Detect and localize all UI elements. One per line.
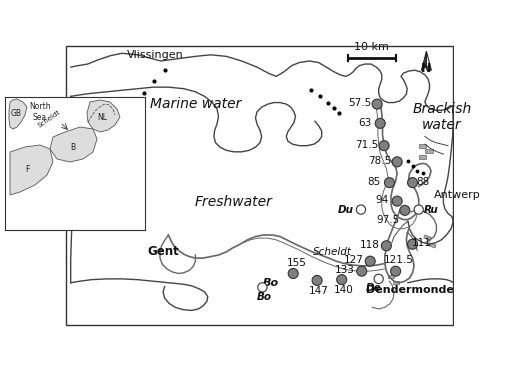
Bar	[418, 155, 426, 159]
Circle shape	[288, 269, 297, 279]
Text: Bo: Bo	[256, 292, 271, 302]
Circle shape	[356, 266, 366, 276]
Bar	[387, 275, 393, 278]
Text: GB: GB	[11, 109, 21, 119]
Text: N: N	[420, 62, 431, 75]
Circle shape	[413, 205, 423, 214]
Polygon shape	[426, 51, 431, 70]
Circle shape	[390, 266, 400, 276]
Text: Antwerp: Antwerp	[433, 190, 480, 200]
Text: Dendermonde: Dendermonde	[365, 286, 452, 295]
Circle shape	[371, 99, 381, 109]
Polygon shape	[421, 51, 426, 70]
Bar	[392, 281, 398, 284]
Text: 147: 147	[308, 286, 328, 296]
Circle shape	[378, 141, 388, 151]
Bar	[428, 243, 435, 248]
Text: 78.5: 78.5	[368, 156, 391, 166]
Text: 97.5: 97.5	[376, 215, 399, 225]
Text: 71.5: 71.5	[355, 140, 378, 150]
Circle shape	[336, 275, 346, 285]
Text: North
Sea: North Sea	[29, 102, 50, 122]
Circle shape	[312, 275, 322, 286]
Circle shape	[391, 157, 401, 167]
Polygon shape	[50, 127, 97, 162]
Text: 57.5: 57.5	[348, 98, 371, 108]
Circle shape	[384, 178, 394, 188]
Text: Marine water: Marine water	[149, 97, 240, 111]
Circle shape	[365, 256, 375, 266]
Text: Bo: Bo	[262, 278, 278, 288]
Polygon shape	[10, 145, 53, 195]
Text: Brackish
water: Brackish water	[412, 102, 471, 132]
Circle shape	[257, 283, 267, 292]
Text: 133: 133	[334, 265, 354, 275]
Text: Freshwater: Freshwater	[194, 195, 272, 209]
Text: B: B	[70, 142, 75, 152]
Circle shape	[381, 241, 390, 251]
Circle shape	[399, 206, 409, 215]
Circle shape	[373, 274, 383, 284]
Text: F: F	[25, 164, 29, 174]
Text: 94: 94	[374, 195, 388, 206]
Polygon shape	[87, 100, 120, 132]
Circle shape	[407, 239, 417, 249]
Text: Ru: Ru	[423, 204, 437, 215]
Text: NL: NL	[97, 113, 107, 121]
Text: 127: 127	[343, 255, 363, 265]
Text: De: De	[366, 283, 381, 293]
Circle shape	[356, 205, 365, 214]
Text: Vlissingen: Vlissingen	[127, 50, 183, 60]
Text: 121.5: 121.5	[383, 255, 413, 265]
Text: Scheldt: Scheldt	[313, 247, 351, 257]
Text: 118: 118	[359, 240, 379, 250]
Circle shape	[375, 118, 384, 128]
Text: 10 km: 10 km	[354, 42, 388, 52]
Bar	[418, 144, 426, 148]
Polygon shape	[9, 99, 27, 129]
Text: Scheldt: Scheldt	[36, 109, 61, 129]
Bar	[423, 235, 431, 240]
Text: 155: 155	[286, 258, 306, 268]
Text: 111: 111	[411, 239, 431, 248]
Text: 88: 88	[416, 177, 429, 187]
Circle shape	[407, 178, 417, 188]
Text: 140: 140	[333, 286, 352, 295]
Text: Gent: Gent	[147, 246, 179, 258]
Text: 63: 63	[358, 117, 371, 128]
Text: Du: Du	[337, 204, 353, 215]
Bar	[424, 149, 432, 153]
Text: 85: 85	[367, 177, 380, 187]
Circle shape	[391, 196, 401, 206]
